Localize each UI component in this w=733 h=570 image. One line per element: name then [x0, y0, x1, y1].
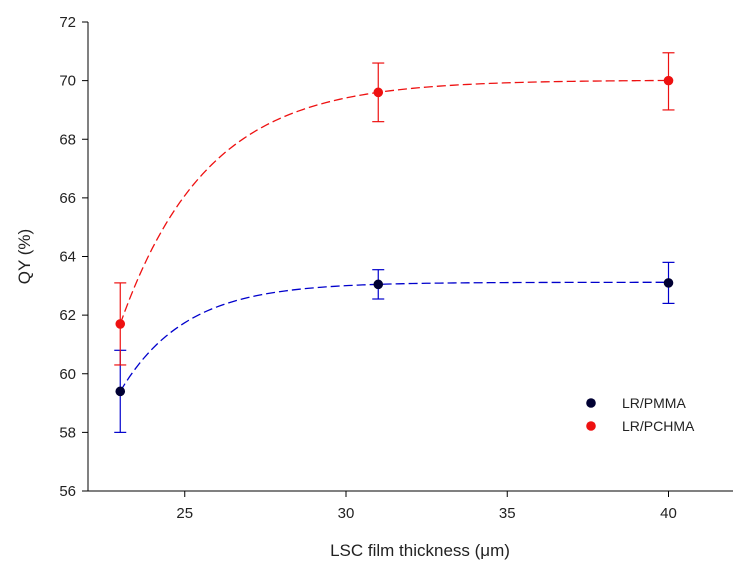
- plot-area: [114, 52, 675, 433]
- legend-label-lr-pmma: LR/PMMA: [622, 395, 686, 411]
- y-tick-label: 64: [59, 249, 76, 266]
- y-tick-label: 68: [59, 131, 76, 148]
- y-axis-title: QY (%): [15, 229, 34, 284]
- axes: 56 58 60 62 64 66 68 70 72 25 30 35 40: [59, 14, 733, 522]
- data-point-lr-pmma: [373, 279, 384, 290]
- y-tick-label: 60: [59, 366, 76, 383]
- data-point-lr-pchma: [373, 87, 384, 98]
- x-tick-label: 30: [338, 505, 355, 522]
- legend-marker-lr-pchma: [586, 421, 596, 431]
- x-tick-label: 25: [176, 505, 193, 522]
- y-tick-label: 56: [59, 483, 76, 500]
- data-point-lr-pmma: [115, 386, 126, 397]
- y-tick-label: 70: [59, 73, 76, 90]
- y-tick-label: 72: [59, 14, 76, 31]
- fit-curve-lr-pmma: [119, 281, 669, 392]
- y-tick-label: 66: [59, 190, 76, 207]
- data-point-lr-pchma: [663, 75, 674, 86]
- data-point-lr-pmma: [663, 278, 674, 288]
- y-tick-label: 62: [59, 307, 76, 324]
- fit-curve-lr-pchma: [119, 79, 669, 325]
- legend-label-lr-pchma: LR/PCHMA: [622, 418, 695, 434]
- x-tick-label: 35: [499, 505, 516, 522]
- x-axis-title: LSC film thickness (μm): [330, 541, 510, 560]
- data-point-lr-pchma: [115, 319, 126, 329]
- y-tick-label: 58: [59, 424, 76, 441]
- legend: LR/PMMA LR/PCHMA: [586, 395, 695, 434]
- x-tick-label: 40: [660, 505, 677, 522]
- legend-marker-lr-pmma: [586, 398, 596, 408]
